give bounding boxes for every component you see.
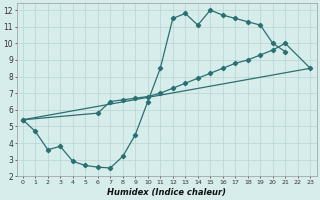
X-axis label: Humidex (Indice chaleur): Humidex (Indice chaleur) [107, 188, 226, 197]
